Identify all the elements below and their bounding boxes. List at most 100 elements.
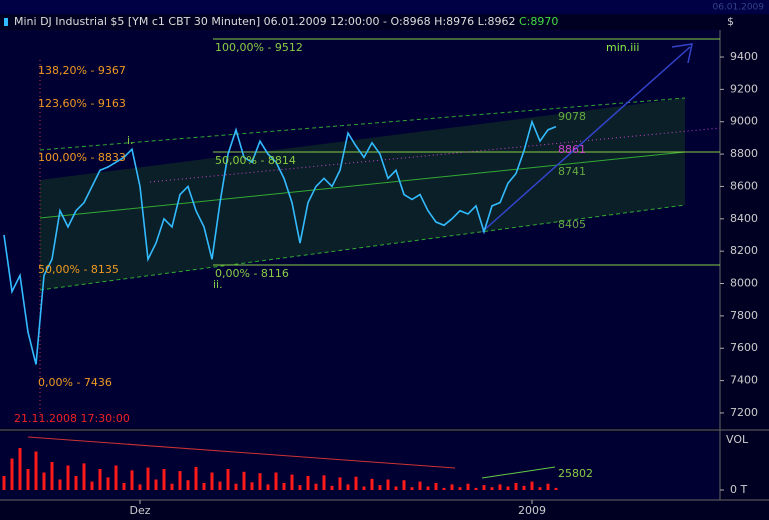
- annotation: i.: [127, 134, 134, 147]
- volume-axis-label: VOL: [726, 433, 749, 446]
- volume-bar: [282, 483, 286, 490]
- y-tick-label: 7600: [730, 341, 758, 354]
- volume-bar: [66, 465, 70, 490]
- channel: [40, 98, 685, 290]
- annotation: ii.: [213, 278, 223, 291]
- volume-bar: [226, 469, 230, 490]
- annotation: 21.11.2008 17:30:00: [14, 412, 130, 425]
- volume-bar: [338, 477, 342, 490]
- volume-bar: [314, 483, 318, 490]
- volume-bar: [130, 470, 134, 490]
- y-tick-label: 0 T: [730, 483, 747, 496]
- volume-bar: [458, 487, 462, 490]
- annotation: 8741: [558, 165, 586, 178]
- volume-bar: [426, 486, 430, 490]
- title-text: Mini DJ Industrial $5 [YM c1 CBT 30 Minu…: [14, 15, 515, 28]
- x-tick-label: 2009: [518, 504, 546, 517]
- volume-bar: [42, 472, 46, 490]
- price-line: [3, 119, 557, 365]
- volume-bar: [194, 466, 198, 490]
- volume-bar: [178, 471, 182, 490]
- y-tick-label: 7400: [730, 374, 758, 387]
- y-tick-label: 7200: [730, 406, 758, 419]
- corner-date: 06.01.2009: [712, 3, 764, 13]
- volume-bar: [202, 483, 206, 490]
- annotation: 100,00% - 8833: [38, 151, 126, 164]
- arrow-line: [481, 46, 691, 233]
- y-tick-label: 7800: [730, 309, 758, 322]
- axis-unit: $: [727, 15, 734, 28]
- volume-bar: [250, 482, 254, 490]
- volume-bar: [490, 487, 494, 490]
- volume-bar: [18, 448, 22, 490]
- volume-bar: [306, 476, 310, 490]
- volume-bar: [354, 476, 358, 490]
- volume-bar: [74, 476, 78, 490]
- annotation: 25802: [558, 467, 593, 480]
- volume-bar: [498, 484, 502, 490]
- volume-bar: [298, 485, 302, 490]
- close-text: C:8970: [519, 15, 558, 28]
- volume-bar: [474, 487, 478, 490]
- volume-bar: [82, 463, 86, 490]
- volume-bar: [482, 485, 486, 490]
- y-tick-label: 8000: [730, 277, 758, 290]
- y-tick-label: 8200: [730, 244, 758, 257]
- volume-bar: [186, 480, 190, 490]
- volume-bar: [114, 465, 118, 490]
- volume-bar: [322, 475, 326, 490]
- volume-bar: [506, 486, 510, 490]
- volume-bar: [138, 484, 142, 490]
- y-tick-label: 9400: [730, 50, 758, 63]
- x-tick-label: Dez: [129, 504, 150, 517]
- volume-bar: [386, 479, 390, 490]
- channel-mid: [39, 151, 686, 219]
- annotation: 50,00% - 8135: [38, 263, 119, 276]
- volume-bar: [330, 485, 334, 490]
- annotation: 138,20% - 9367: [38, 64, 126, 77]
- volume-bar: [394, 486, 398, 490]
- volume-bar: [274, 472, 278, 490]
- volume-bar: [418, 481, 422, 490]
- chart-title: Mini DJ Industrial $5 [YM c1 CBT 30 Minu…: [14, 15, 558, 28]
- volume-bar: [90, 481, 94, 490]
- volume-bar: [442, 487, 446, 490]
- volume-bar: [522, 485, 526, 490]
- annotation: 8861: [558, 143, 586, 156]
- volume-bar: [242, 471, 246, 490]
- volume-bar: [434, 483, 438, 490]
- annotation: 123,60% - 9163: [38, 97, 126, 110]
- volume-bar: [146, 467, 150, 490]
- annotation: 8405: [558, 218, 586, 231]
- channel-upper: [39, 97, 686, 151]
- y-tick-label: 8800: [730, 147, 758, 160]
- volume-bar: [538, 487, 542, 490]
- annotation: 100,00% - 9512: [215, 41, 303, 54]
- volume-bar: [546, 483, 550, 490]
- volume-bar: [234, 483, 238, 490]
- volume-bar: [162, 469, 166, 490]
- top-bar: [0, 0, 769, 14]
- volume-bar: [530, 481, 534, 490]
- annotation: 0,00% - 8116: [215, 267, 289, 280]
- channel-lower: [39, 204, 686, 291]
- annotation: min.iii: [606, 41, 639, 54]
- volume-bar: [362, 486, 366, 490]
- volume-bar: [266, 484, 270, 490]
- volume-bar: [106, 477, 110, 490]
- series-icon: [4, 18, 8, 26]
- volume-bar: [210, 472, 214, 490]
- volume-bar: [122, 483, 126, 490]
- annotation: 0,00% - 7436: [38, 376, 112, 389]
- volume-bar: [34, 451, 38, 490]
- annotation: 50,00% - 8814: [215, 154, 296, 167]
- volume-bar: [346, 484, 350, 490]
- arrow-head: [671, 43, 693, 64]
- volume-bar: [58, 479, 62, 490]
- volume-bar: [370, 478, 374, 490]
- volume-bar: [378, 485, 382, 490]
- y-tick-label: 9200: [730, 82, 758, 95]
- volume-bar: [450, 484, 454, 490]
- volume-bar: [50, 462, 54, 490]
